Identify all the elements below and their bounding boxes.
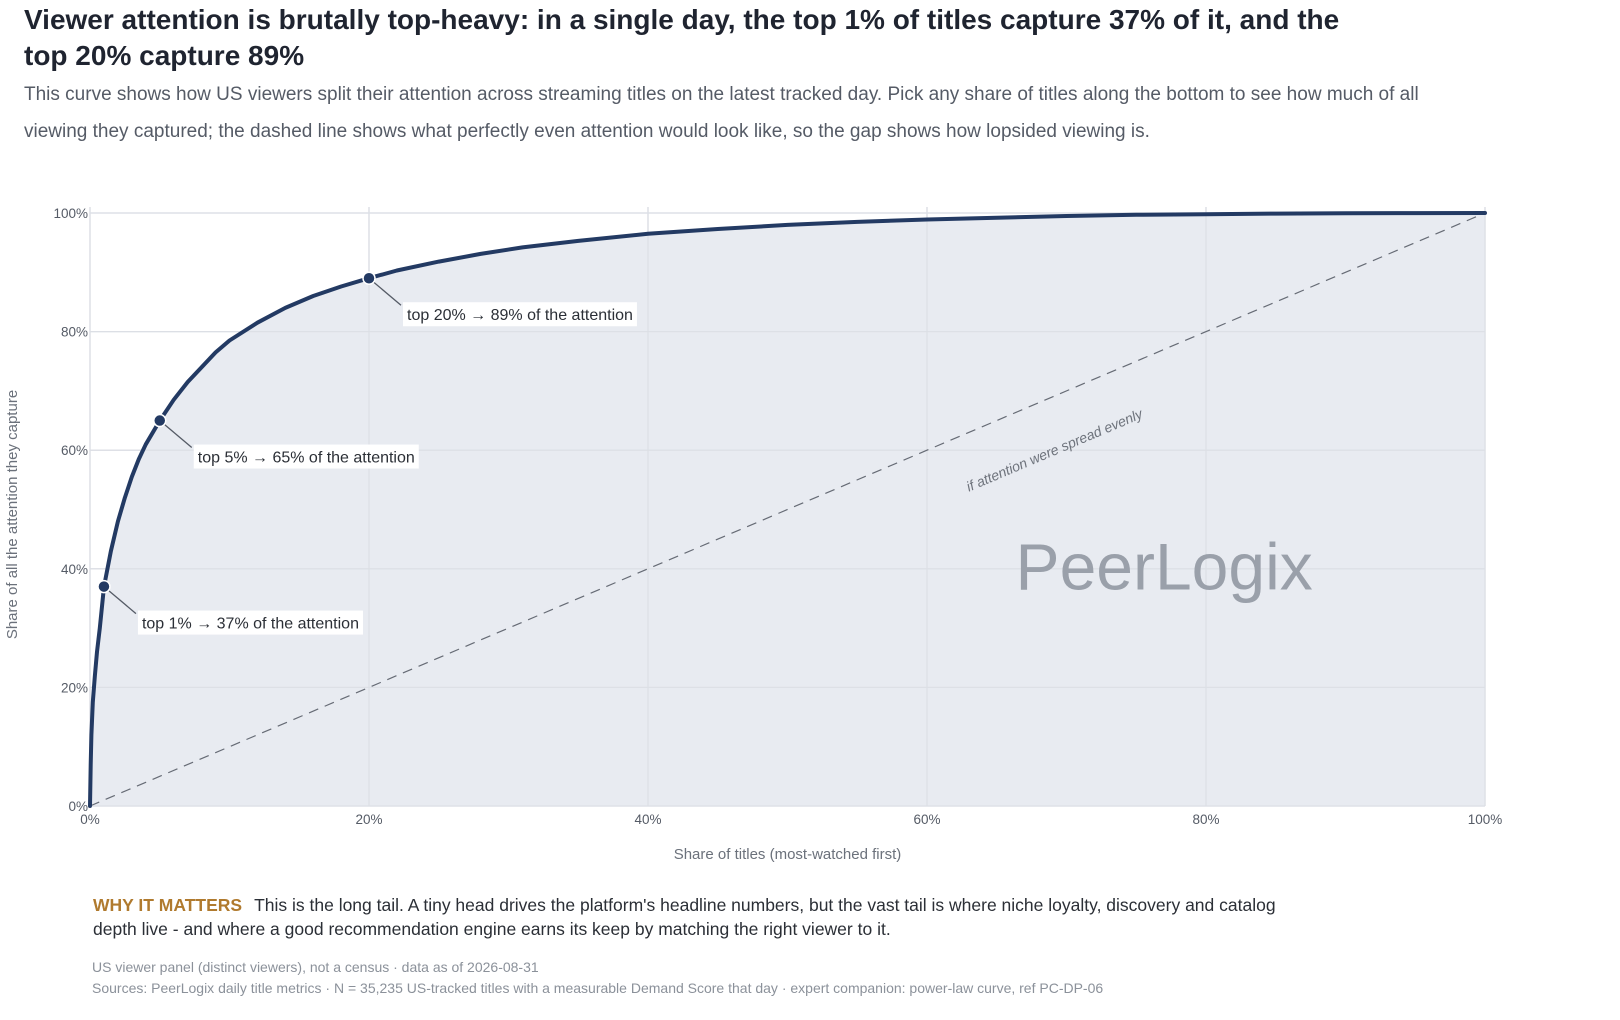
y-axis-label: Share of all the attention they capture	[4, 390, 21, 639]
annotation-background	[137, 610, 363, 635]
highlight-point	[362, 271, 376, 285]
x-tick-label: 20%	[355, 812, 382, 827]
y-tick-label: 40%	[61, 562, 88, 577]
x-axis: 0% 20% 40% 60% 80% 100%	[80, 812, 1502, 827]
lorenz-chart: if attention were spread evenly PeerLogi…	[4, 206, 1502, 863]
chart-subtitle: This curve shows how US viewers split th…	[24, 84, 1419, 142]
annotation-background	[193, 444, 419, 469]
highlight-point	[97, 579, 111, 594]
annotation-leader-line	[159, 420, 193, 449]
annotation-label: top 1% → 37% of the attention	[142, 616, 359, 633]
sources-note: Sources: PeerLogix daily title metrics ·…	[92, 980, 1104, 996]
y-tick-label: 60%	[61, 443, 88, 458]
annotation-label: top 5% → 65% of the attention	[198, 450, 415, 467]
y-tick-label: 0%	[68, 799, 88, 814]
annotation-background	[403, 302, 637, 327]
x-tick-label: 100%	[1468, 812, 1503, 827]
why-it-matters-text: This is the long tail. A tiny head drive…	[93, 895, 1276, 939]
equality-line	[89, 212, 1486, 807]
highlight-annotations: top 1% → 37% of the attention top 5% → 65…	[97, 271, 637, 635]
why-it-matters: WHY IT MATTERS This is the long tail. A t…	[93, 893, 1323, 941]
panel-note: US viewer panel (distinct viewers), not …	[92, 959, 539, 975]
chart-title: Viewer attention is brutally top-heavy: …	[24, 4, 1340, 71]
x-axis-label: Share of titles (most-watched first)	[674, 846, 902, 863]
x-tick-label: 0%	[80, 812, 100, 827]
x-tick-label: 40%	[634, 812, 661, 827]
y-tick-label: 80%	[61, 325, 88, 340]
highlight-point	[153, 413, 167, 428]
x-tick-label: 60%	[913, 812, 940, 827]
y-axis: 0% 20% 40% 60% 80% 100%	[53, 206, 88, 814]
x-tick-label: 80%	[1192, 812, 1219, 827]
y-tick-label: 20%	[61, 680, 88, 695]
watermark: PeerLogix	[1016, 530, 1313, 604]
y-tick-label: 100%	[53, 206, 88, 221]
why-it-matters-label: WHY IT MATTERS	[93, 895, 243, 915]
annotation-leader-line	[368, 277, 402, 306]
annotation-label: top 20% → 89% of the attention	[407, 307, 633, 324]
annotation-leader-line	[103, 586, 137, 615]
